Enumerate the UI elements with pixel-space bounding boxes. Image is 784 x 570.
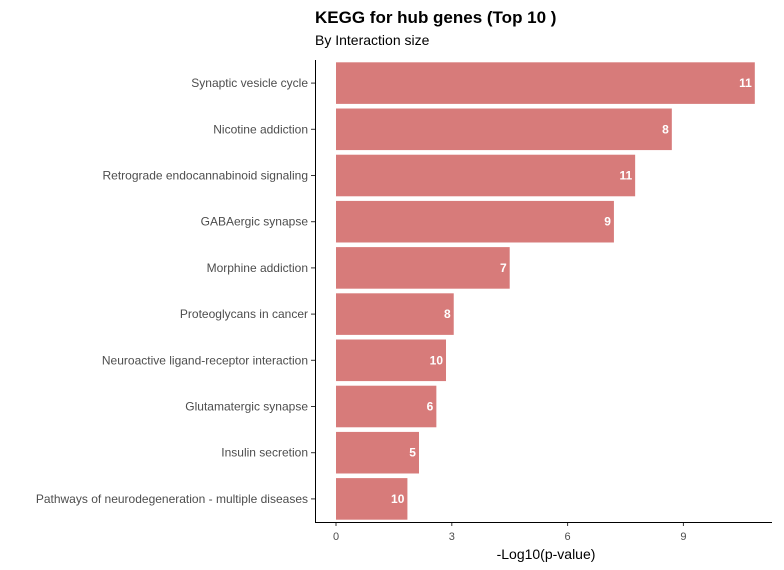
- bar-value-label: 11: [619, 169, 632, 183]
- x-tick-label: 0: [333, 531, 339, 543]
- category-label: Retrograde endocannabinoid signaling: [103, 169, 309, 183]
- bar: [336, 478, 408, 520]
- bar-value-label: 6: [427, 400, 434, 414]
- bars-layer: 11 8 11 9 7 8 10 6 5 10: [336, 62, 755, 520]
- category-label: GABAergic synapse: [201, 215, 309, 229]
- bar: [336, 431, 419, 474]
- category-label: Synaptic vesicle cycle: [191, 76, 308, 90]
- bar: [336, 247, 510, 289]
- bar-value-label: 8: [662, 122, 669, 136]
- bar: [336, 200, 614, 243]
- category-label: Neuroactive ligand-receptor interaction: [102, 353, 308, 367]
- bar-value-label: 10: [430, 353, 444, 367]
- bar-value-label: 9: [604, 215, 611, 229]
- x-axis-ticks: 0 3 6 9: [333, 522, 686, 543]
- chart-title: KEGG for hub genes (Top 10 ): [315, 8, 556, 27]
- bar-value-label: 11: [739, 76, 752, 90]
- bar: [336, 62, 755, 104]
- category-label: Glutamatergic synapse: [185, 400, 308, 414]
- x-tick-label: 9: [680, 531, 686, 543]
- bar: [336, 154, 636, 197]
- category-label: Pathways of neurodegeneration - multiple…: [36, 492, 308, 506]
- category-label: Proteoglycans in cancer: [180, 307, 308, 321]
- category-label: Morphine addiction: [207, 261, 308, 275]
- bar-value-label: 7: [500, 261, 507, 275]
- x-tick-label: 3: [449, 531, 455, 543]
- category-label: Insulin secretion: [221, 446, 308, 460]
- bar: [336, 293, 454, 335]
- x-axis-title: -Log10(p-value): [497, 546, 596, 562]
- bar: [336, 339, 447, 382]
- bar: [336, 108, 672, 151]
- bar-value-label: 8: [444, 307, 451, 321]
- bar-value-label: 10: [391, 492, 405, 506]
- bar-value-label: 5: [409, 446, 416, 460]
- category-labels: Synaptic vesicle cycle Nicotine addiction…: [36, 76, 315, 506]
- chart-subtitle: By Interaction size: [315, 32, 430, 48]
- bar: [336, 385, 437, 428]
- x-tick-label: 6: [565, 531, 571, 543]
- category-label: Nicotine addiction: [213, 122, 308, 136]
